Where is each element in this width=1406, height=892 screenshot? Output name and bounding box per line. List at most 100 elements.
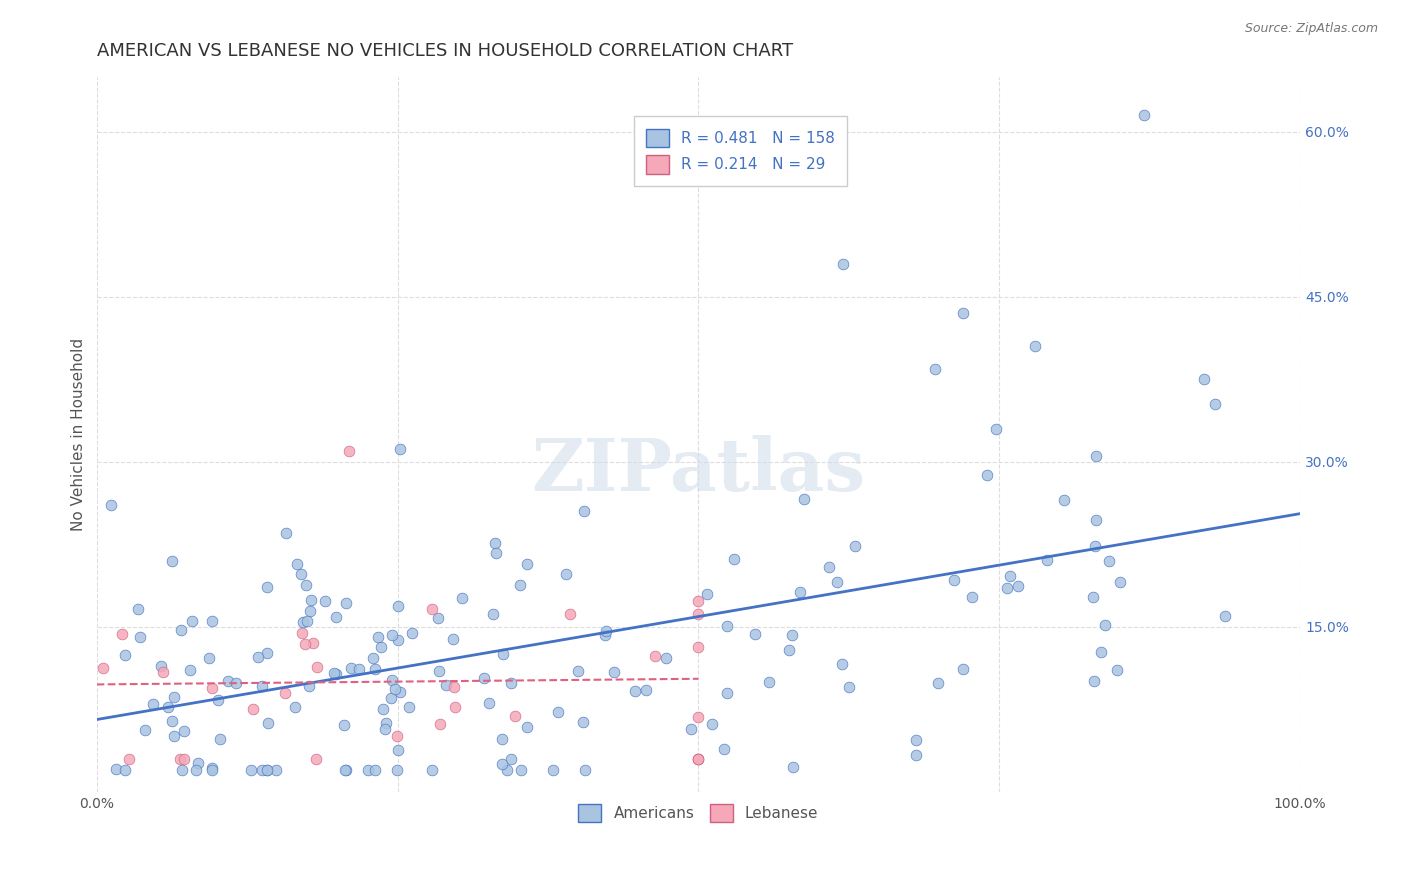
Point	[201, 763, 224, 777]
Point	[297, 679, 319, 693]
Y-axis label: No Vehicles in Household: No Vehicles in Household	[72, 338, 86, 531]
Point	[1107, 663, 1129, 677]
Point	[152, 665, 174, 680]
Point	[186, 763, 208, 777]
Point	[208, 732, 231, 747]
Point	[571, 715, 593, 730]
Point	[505, 709, 527, 723]
Point	[364, 763, 387, 777]
Point	[420, 602, 443, 616]
Point	[496, 763, 519, 777]
Point	[283, 700, 305, 714]
Point	[555, 567, 578, 582]
Point	[482, 607, 505, 621]
Point	[169, 752, 191, 766]
Point	[688, 710, 710, 724]
Point	[256, 763, 278, 777]
Point	[361, 651, 384, 665]
Point	[547, 705, 569, 719]
Point	[173, 723, 195, 738]
Point	[1024, 339, 1046, 353]
Point	[1094, 618, 1116, 632]
Point	[723, 551, 745, 566]
Point	[831, 657, 853, 671]
Point	[349, 662, 371, 676]
Point	[603, 665, 626, 679]
Point	[1132, 108, 1154, 122]
Point	[302, 635, 325, 649]
Point	[904, 733, 927, 747]
Point	[644, 649, 666, 664]
Point	[256, 580, 278, 594]
Point	[256, 646, 278, 660]
Point	[374, 722, 396, 736]
Point	[388, 685, 411, 699]
Point	[472, 671, 495, 685]
Point	[291, 626, 314, 640]
Point	[291, 615, 314, 629]
Point	[207, 692, 229, 706]
Point	[401, 626, 423, 640]
Point	[924, 361, 946, 376]
Point	[429, 717, 451, 731]
Point	[1007, 579, 1029, 593]
Point	[250, 679, 273, 693]
Point	[636, 682, 658, 697]
Point	[441, 632, 464, 646]
Point	[387, 743, 409, 757]
Point	[713, 741, 735, 756]
Point	[201, 614, 224, 628]
Point	[817, 560, 839, 574]
Point	[1081, 590, 1104, 604]
Point	[337, 443, 360, 458]
Point	[91, 661, 114, 675]
Point	[492, 647, 515, 661]
Point	[595, 628, 617, 642]
Point	[129, 630, 152, 644]
Point	[371, 702, 394, 716]
Point	[385, 763, 408, 777]
Point	[838, 680, 860, 694]
Point	[567, 665, 589, 679]
Point	[307, 660, 329, 674]
Point	[285, 557, 308, 571]
Point	[1053, 493, 1076, 508]
Point	[356, 763, 378, 777]
Point	[305, 752, 328, 766]
Point	[314, 593, 336, 607]
Point	[381, 673, 404, 687]
Point	[335, 763, 357, 777]
Point	[572, 504, 595, 518]
Point	[150, 658, 173, 673]
Point	[700, 717, 723, 731]
Point	[118, 752, 141, 766]
Point	[789, 584, 811, 599]
Point	[516, 720, 538, 734]
Point	[274, 686, 297, 700]
Point	[984, 422, 1007, 436]
Point	[420, 763, 443, 777]
Point	[163, 690, 186, 705]
Point	[1192, 372, 1215, 386]
Point	[295, 578, 318, 592]
Point	[114, 648, 136, 662]
Point	[247, 650, 270, 665]
Point	[340, 660, 363, 674]
Point	[1084, 539, 1107, 553]
Point	[114, 763, 136, 777]
Point	[367, 630, 389, 644]
Point	[744, 627, 766, 641]
Point	[960, 591, 983, 605]
Point	[388, 442, 411, 456]
Point	[160, 714, 183, 729]
Point	[160, 553, 183, 567]
Point	[443, 680, 465, 694]
Point	[179, 663, 201, 677]
Point	[485, 545, 508, 559]
Point	[198, 651, 221, 665]
Point	[509, 578, 531, 592]
Point	[163, 729, 186, 743]
Point	[169, 624, 191, 638]
Point	[100, 498, 122, 512]
Point	[274, 526, 297, 541]
